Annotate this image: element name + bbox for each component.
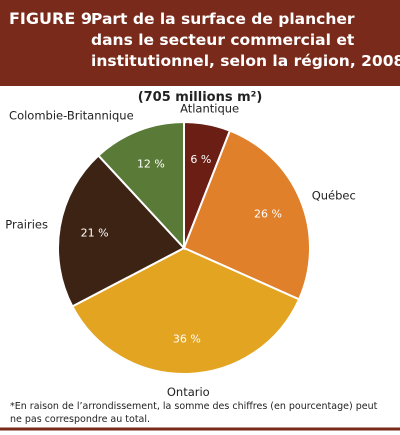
category-label: Ontario [167, 385, 210, 399]
header-band [0, 0, 400, 86]
pie-slice [71, 246, 301, 375]
value-label: 26 % [254, 208, 282, 221]
value-label: 36 % [173, 333, 201, 346]
subtitle: (705 millions m²) [138, 90, 263, 105]
title-line: dans le secteur commercial et [91, 31, 355, 49]
category-label: Prairies [5, 218, 48, 232]
pie-slice [182, 129, 311, 301]
value-label: 21 % [81, 227, 109, 240]
title-line: Part de la surface de plancher [91, 10, 355, 28]
value-label: 6 % [190, 153, 211, 166]
category-label: Atlantique [180, 101, 239, 115]
category-label: Colombie-Britannique [9, 109, 134, 123]
pie-slice [57, 154, 186, 308]
title-line: institutionnel, selon la région, 2008 [91, 52, 400, 70]
value-label: 12 % [137, 158, 165, 171]
figure-label: FIGURE 9 [9, 9, 92, 28]
pie-slice [97, 120, 185, 251]
footnote: *En raison de l’arrondissement, la somme… [10, 401, 378, 425]
category-label: Québec [312, 189, 356, 203]
